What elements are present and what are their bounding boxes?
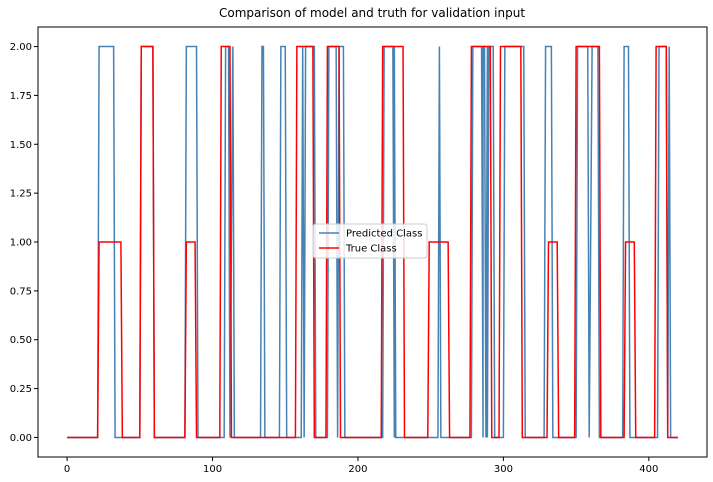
x-tick-label: 200 [348,464,367,475]
y-tick-label: 2.00 [10,42,32,53]
y-tick-label: 0.75 [10,286,32,297]
series-line-true-class [67,45,678,439]
y-tick-label: 1.50 [10,140,32,151]
chart-title: Comparison of model and truth for valida… [219,6,525,20]
x-tick-label: 100 [203,464,222,475]
y-tick-label: 1.75 [10,91,32,102]
series-layer [67,45,678,439]
legend: Predicted Class True Class [312,223,428,259]
x-tick-label: 300 [494,464,513,475]
legend-label: True Class [345,244,397,255]
legend-label: Predicted Class [346,229,422,240]
axes-layer: 0 100 200 300 400 0.00 0.25 0.50 0.75 1.00 1.25 1.5… [10,26,708,475]
y-tick-label: 0.00 [10,433,32,444]
y-tick-label: 1.25 [10,189,32,200]
y-tick-label: 0.50 [10,335,32,346]
y-tick-label: 0.25 [10,384,32,395]
x-tick-label: 0 [64,464,70,475]
legend-box [312,223,428,259]
x-tick-label: 400 [639,464,658,475]
y-tick-label: 1.00 [10,238,32,249]
